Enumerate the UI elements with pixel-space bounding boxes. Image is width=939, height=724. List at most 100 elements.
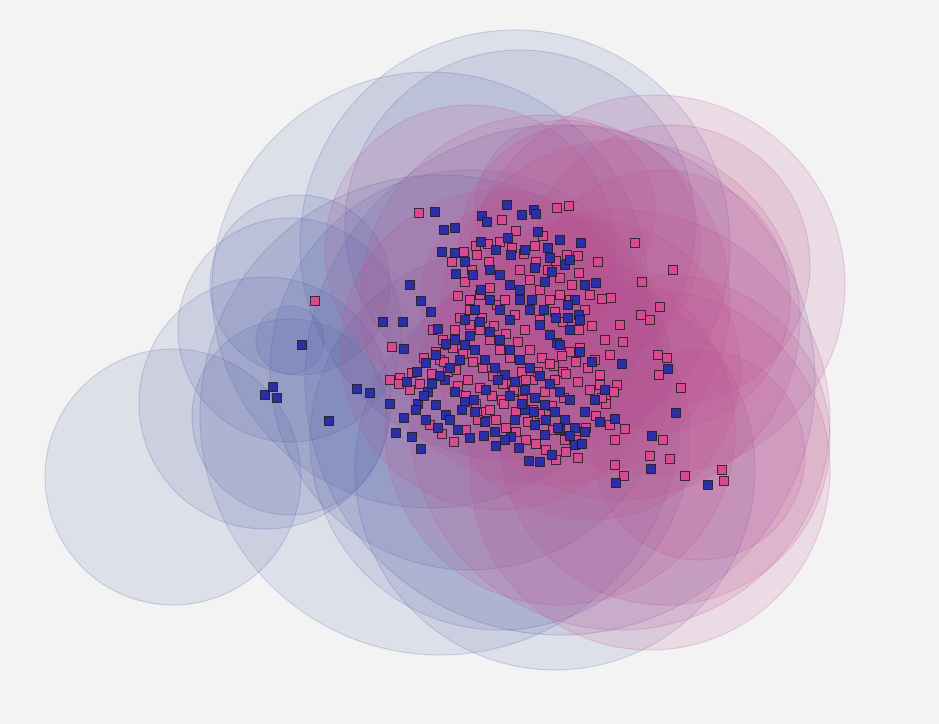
scatter-point-blue — [500, 435, 510, 445]
scatter-point-blue — [560, 415, 570, 425]
scatter-point-blue — [590, 395, 600, 405]
scatter-point-pink — [573, 453, 583, 463]
scatter-point-blue — [490, 363, 500, 373]
scatter-point-pink — [593, 257, 603, 267]
scatter-point-blue — [503, 233, 513, 243]
scatter-point-pink — [605, 350, 615, 360]
scatter-point-pink — [619, 471, 629, 481]
scatter-point-blue — [646, 464, 656, 474]
halo-circle-pink — [594, 349, 806, 561]
scatter-point-blue — [611, 478, 621, 488]
scatter-point-pink — [636, 310, 646, 320]
scatter-point-blue — [491, 441, 501, 451]
scatter-point-pink — [465, 295, 475, 305]
scatter-point-blue — [555, 387, 565, 397]
scatter-point-blue — [502, 200, 512, 210]
scatter-point-blue — [399, 344, 409, 354]
scatter-point-blue — [485, 265, 495, 275]
scatter-point-blue — [450, 223, 460, 233]
scatter-point-pink — [585, 385, 595, 395]
scatter-point-blue — [533, 227, 543, 237]
scatter-point-pink — [717, 465, 727, 475]
halo-circle-blue — [44, 348, 302, 606]
scatter-point-blue — [465, 433, 475, 443]
scatter-point-blue — [421, 358, 431, 368]
scatter-point-blue — [580, 280, 590, 290]
scatter-point-blue — [460, 340, 470, 350]
scatter-point-blue — [475, 317, 485, 327]
scatter-point-blue — [399, 413, 409, 423]
scatter-point-blue — [433, 324, 443, 334]
scatter-point-blue — [493, 375, 503, 385]
scatter-point-blue — [476, 237, 486, 247]
scatter-point-blue — [431, 350, 441, 360]
scatter-point-pink — [501, 423, 511, 433]
scatter-point-blue — [391, 428, 401, 438]
scatter-point-blue — [576, 238, 586, 248]
scatter-point-pink — [499, 399, 509, 409]
scatter-point-blue — [550, 407, 560, 417]
scatter-point-blue — [470, 345, 480, 355]
scatter-point-pink — [537, 353, 547, 363]
scatter-point-blue — [480, 355, 490, 365]
scatter-point-pink — [511, 226, 521, 236]
scatter-point-blue — [441, 339, 451, 349]
scatter-point-pink — [567, 280, 577, 290]
scatter-point-blue — [517, 399, 527, 409]
scatter-point-blue — [476, 285, 486, 295]
scatter-point-blue — [515, 295, 525, 305]
scatter-point-blue — [469, 395, 479, 405]
scatter-point-pink — [472, 250, 482, 260]
scatter-point-blue — [411, 405, 421, 415]
scatter-point-pink — [487, 391, 497, 401]
scatter-point-pink — [630, 238, 640, 248]
scatter-point-blue — [445, 363, 455, 373]
scatter-point-blue — [445, 415, 455, 425]
scatter-point-pink — [510, 310, 520, 320]
scatter-point-blue — [565, 395, 575, 405]
scatter-point-pink — [571, 357, 581, 367]
scatter-point-pink — [521, 435, 531, 445]
scatter-point-blue — [520, 385, 530, 395]
scatter-point-pink — [557, 351, 567, 361]
scatter-point-blue — [437, 247, 447, 257]
scatter-point-pink — [540, 387, 550, 397]
scatter-point-pink — [574, 325, 584, 335]
scatter-point-blue — [460, 257, 470, 267]
scatter-point-pink — [310, 296, 320, 306]
scatter-point-pink — [564, 201, 574, 211]
scatter-point-blue — [297, 340, 307, 350]
scatter-point-blue — [450, 387, 460, 397]
scatter-point-blue — [595, 417, 605, 427]
scatter-point-blue — [479, 431, 489, 441]
scatter-point-blue — [525, 305, 535, 315]
scatter-point-blue — [468, 270, 478, 280]
scatter-point-pink — [545, 295, 555, 305]
scatter-point-blue — [505, 315, 515, 325]
scatter-point-pink — [459, 247, 469, 257]
halo-circle-blue — [304, 124, 816, 636]
scatter-point-pink — [620, 424, 630, 434]
scatter-point-blue — [517, 210, 527, 220]
scatter-point-pink — [606, 293, 616, 303]
scatter-point-pink — [645, 315, 655, 325]
scatter-point-blue — [514, 443, 524, 453]
scatter-point-blue — [565, 325, 575, 335]
scatter-point-blue — [530, 263, 540, 273]
scatter-point-pink — [531, 439, 541, 449]
scatter-point-pink — [668, 265, 678, 275]
scatter-point-blue — [587, 357, 597, 367]
scatter-point-blue — [531, 209, 541, 219]
scatter-point-blue — [451, 269, 461, 279]
scatter-point-pink — [530, 241, 540, 251]
scatter-point-blue — [565, 255, 575, 265]
scatter-point-blue — [485, 327, 495, 337]
scatter-point-pink — [501, 329, 511, 339]
scatter-point-blue — [385, 399, 395, 409]
scatter-point-blue — [520, 245, 530, 255]
scatter-point-blue — [419, 391, 429, 401]
scatter-point-pink — [610, 460, 620, 470]
scatter-point-pink — [515, 265, 525, 275]
scatter-point-pink — [580, 305, 590, 315]
